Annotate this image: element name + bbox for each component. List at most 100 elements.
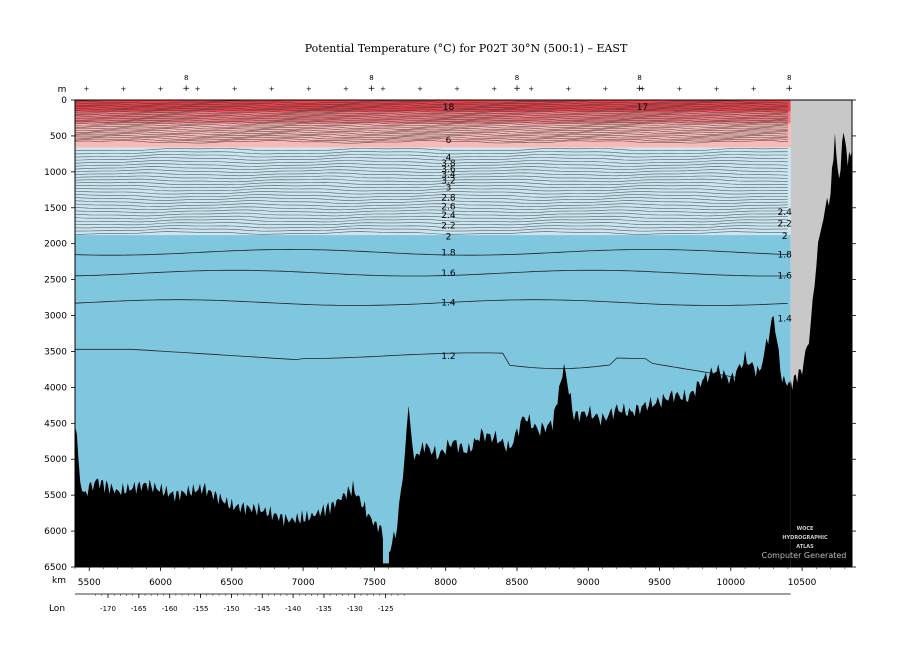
depth-tick-label-10: 5000: [44, 455, 67, 465]
isotherm-label-13: 2: [446, 233, 452, 243]
isotherm-mid-2: [74, 154, 788, 158]
depth-tick-label-1: 500: [50, 132, 67, 142]
isotherm-thin-11: [74, 119, 788, 123]
isotherm-mid-0: [75, 148, 788, 151]
isotherm-thin-22: [74, 138, 788, 142]
isotherm-thin-17: [75, 129, 788, 134]
thin-isotherms: [74, 100, 788, 235]
station-marker-2: +: [513, 84, 521, 94]
station-cross: +: [751, 85, 757, 93]
lon-tick-label-7: -135: [316, 605, 332, 613]
station-cross: +: [677, 85, 683, 93]
plot-frame: [74, 99, 853, 568]
isotherm-thin-14: [74, 124, 788, 128]
distance-tick-label-9: 10000: [716, 578, 745, 588]
isotherm-label-5: 3.6: [441, 165, 456, 175]
distance-tick-label-5: 8000: [434, 578, 457, 588]
isotherm-thin-15: [74, 126, 788, 130]
lon-tick-label-0: -170: [100, 605, 116, 613]
isotherm-mid-12: [74, 185, 788, 189]
station-marker-label-4: 8: [787, 74, 791, 82]
depth-tick-label-8: 4000: [44, 383, 67, 393]
station-cross: +: [491, 85, 497, 93]
isotherm-label-17: 1.2: [441, 352, 455, 362]
isotherm-thin-21: [74, 136, 788, 141]
chart-title: Potential Temperature (°C) for P02T 30°N…: [305, 42, 628, 55]
depth-tick-label-12: 6000: [44, 527, 67, 537]
isotherm-mid-27: [75, 231, 788, 235]
isotherm-mid-11: [74, 181, 788, 186]
station-cross: +: [158, 85, 164, 93]
axes: m0 500 1000 1500 2000 2500 3000 3500 4000 4500 500…: [44, 74, 856, 614]
isotherm-thin-3: [74, 105, 788, 110]
isotherm-mid-21: [74, 212, 788, 217]
plot-area: 1817643.83.63.43.232.82.62.42.221.81.61.…: [74, 100, 852, 567]
isotherm-labels: 1817643.83.63.43.232.82.62.42.221.81.61.…: [441, 103, 793, 362]
lon-tick-label-1: -165: [131, 605, 147, 613]
depth-tick-label-7: 3500: [44, 347, 67, 357]
isotherm-label-12: 2.2: [441, 222, 455, 232]
isotherm-label-16: 1.4: [441, 299, 456, 309]
distance-tick-label-6: 8500: [506, 578, 529, 588]
distance-tick-label-10: 10500: [788, 578, 817, 588]
depth-unit-label: m: [58, 85, 67, 95]
isotherm-mid-5: [74, 163, 788, 167]
isotherm-mid-23: [74, 219, 788, 223]
trench-water: [382, 523, 389, 564]
isotherm-mid-18: [74, 203, 788, 208]
isotherm-thin-16: [74, 127, 788, 132]
station-cross: +: [454, 85, 460, 93]
station-marker-1: +: [368, 84, 376, 94]
station-marker-label-0: 8: [184, 74, 188, 82]
isotherm-thin-23: [74, 140, 788, 144]
watermark-line-4: Computer Generated: [762, 551, 847, 560]
isotherm-label-0: 18: [443, 103, 455, 113]
lon-tick-label-9: -125: [378, 605, 394, 613]
isotherm-thin-4: [74, 107, 788, 111]
isotherm-mid-8: [74, 172, 788, 177]
isotherm-label-2: 6: [446, 136, 452, 146]
color-band-0: [75, 100, 791, 112]
depth-tick-label-5: 2500: [44, 276, 67, 286]
isotherm-thin-19: [74, 133, 788, 137]
isotherm-thin-18: [74, 131, 788, 135]
station-cross: +: [232, 85, 238, 93]
isotherm-mid-15: [74, 194, 788, 198]
isotherm-edge-label-1: 2.2: [778, 220, 792, 230]
isotherm-label-1: 17: [637, 103, 648, 113]
isotherm-deep-1.4: [74, 299, 788, 306]
isotherm-label-15: 1.6: [441, 269, 456, 279]
station-cross: +: [195, 85, 201, 93]
depth-tick-label-6: 3000: [44, 312, 67, 322]
depth-tick-label-11: 5500: [44, 491, 67, 501]
isotherm-label-3: 4: [446, 153, 452, 163]
station-cross: +: [380, 85, 386, 93]
overlay: WOCE HYDROGRAPHIC ATLAS Computer Generat…: [762, 526, 847, 560]
watermark-line-1: WOCE: [797, 526, 814, 532]
depth-tick-label-3: 1500: [44, 204, 67, 214]
lon-tick-label-3: -155: [193, 605, 209, 613]
isotherm-thin-13: [74, 122, 788, 127]
depth-tick-label-4: 2000: [44, 240, 67, 250]
isotherm-deep-1.2: [75, 348, 788, 387]
isotherm-edge-label-2: 2: [782, 232, 788, 242]
isotherm-thin-1: [74, 102, 788, 106]
lon-axis-label: Lon: [49, 604, 65, 614]
isotherm-edge-label-5: 1.4: [778, 314, 793, 324]
isotherm-mid-3: [74, 157, 788, 161]
isotherm-deep-1.6: [74, 269, 788, 277]
isotherm-deep-1.8: [74, 248, 788, 256]
station-marker-0: +: [182, 84, 190, 94]
station-marker-3: +: [636, 84, 644, 94]
color-band-3: [75, 147, 791, 236]
isotherm-mid-24: [74, 222, 788, 226]
station-cross: +: [417, 85, 423, 93]
continental-slope: [790, 132, 852, 567]
isotherm-thin-7: [74, 112, 788, 116]
isotherm-thin-12: [74, 121, 788, 125]
station-cross: +: [714, 85, 720, 93]
watermark-line-2: HYDROGRAPHIC: [782, 535, 828, 541]
distance-tick-label-2: 6500: [220, 578, 243, 588]
depth-tick-label-13: 6500: [44, 563, 67, 573]
